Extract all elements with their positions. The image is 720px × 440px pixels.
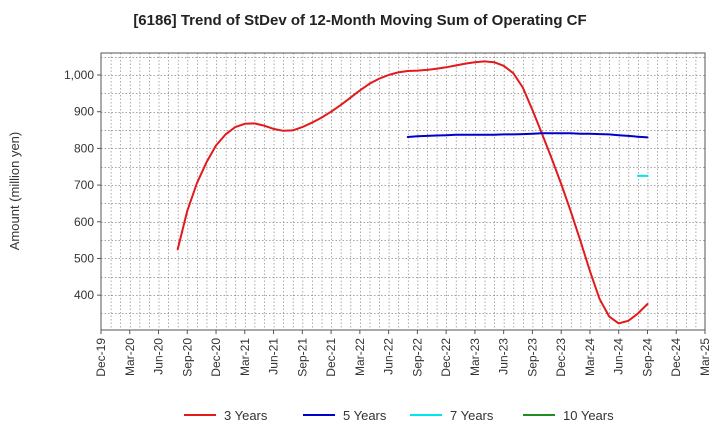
plot-frame (100, 52, 706, 331)
series-layer (176, 60, 649, 325)
y-tick-label: 700 (74, 178, 94, 192)
x-tick-label: Dec-24 (669, 338, 683, 377)
legend-item-7-years-label: 7 Years (450, 408, 494, 423)
legend-item-5-years-label: 5 Years (343, 408, 387, 423)
series-line-3-years (176, 60, 649, 325)
x-tick-label: Dec-21 (324, 338, 338, 377)
x-tick-label: Jun-23 (497, 338, 511, 375)
legend-item-3-years-label: 3 Years (224, 408, 268, 423)
y-axis-ticks: 400 500 600 700 800 900 1,000 (64, 68, 101, 302)
x-tick-label: Sep-24 (640, 338, 654, 377)
y-axis-title: Amount (million yen) (7, 132, 22, 251)
x-tick-label: Dec-23 (554, 338, 568, 377)
grid-layer (101, 53, 705, 330)
y-tick-label: 1,000 (64, 68, 94, 82)
x-tick-label: Sep-20 (180, 338, 194, 377)
x-tick-label: Mar-25 (698, 338, 712, 376)
x-tick-label: Jun-21 (267, 338, 281, 375)
y-tick-label: 800 (74, 141, 94, 155)
x-tick-label: Sep-22 (410, 338, 424, 377)
series-line-5-years (406, 132, 649, 139)
x-tick-label: Dec-19 (94, 338, 108, 377)
x-tick-label: Dec-20 (209, 338, 223, 377)
x-tick-label: Mar-21 (238, 338, 252, 376)
x-tick-label: Mar-20 (123, 338, 137, 376)
x-tick-label: Sep-21 (295, 338, 309, 377)
x-axis-ticks: Dec-19 Mar-20 Jun-20 Sep-20 Dec-20 Mar-21 Jun-… (94, 330, 712, 377)
chart-title: [6186] Trend of StDev of 12-Month Moving… (133, 12, 587, 29)
x-tick-label: Sep-23 (525, 338, 539, 377)
x-tick-label: Jun-22 (382, 338, 396, 375)
y-tick-label: 600 (74, 215, 94, 229)
legend-item-10-years-label: 10 Years (563, 408, 614, 423)
x-tick-label: Mar-23 (468, 338, 482, 376)
x-tick-label: Jun-24 (612, 338, 626, 375)
legend: 3 Years 5 Years 7 Years 10 Years (184, 408, 614, 423)
y-tick-label: 900 (74, 105, 94, 119)
x-tick-label: Mar-22 (353, 338, 367, 376)
x-tick-label: Jun-20 (152, 338, 166, 375)
y-tick-label: 400 (74, 288, 94, 302)
y-tick-label: 500 (74, 251, 94, 265)
x-tick-label: Mar-24 (583, 338, 597, 376)
x-tick-label: Dec-22 (439, 338, 453, 377)
